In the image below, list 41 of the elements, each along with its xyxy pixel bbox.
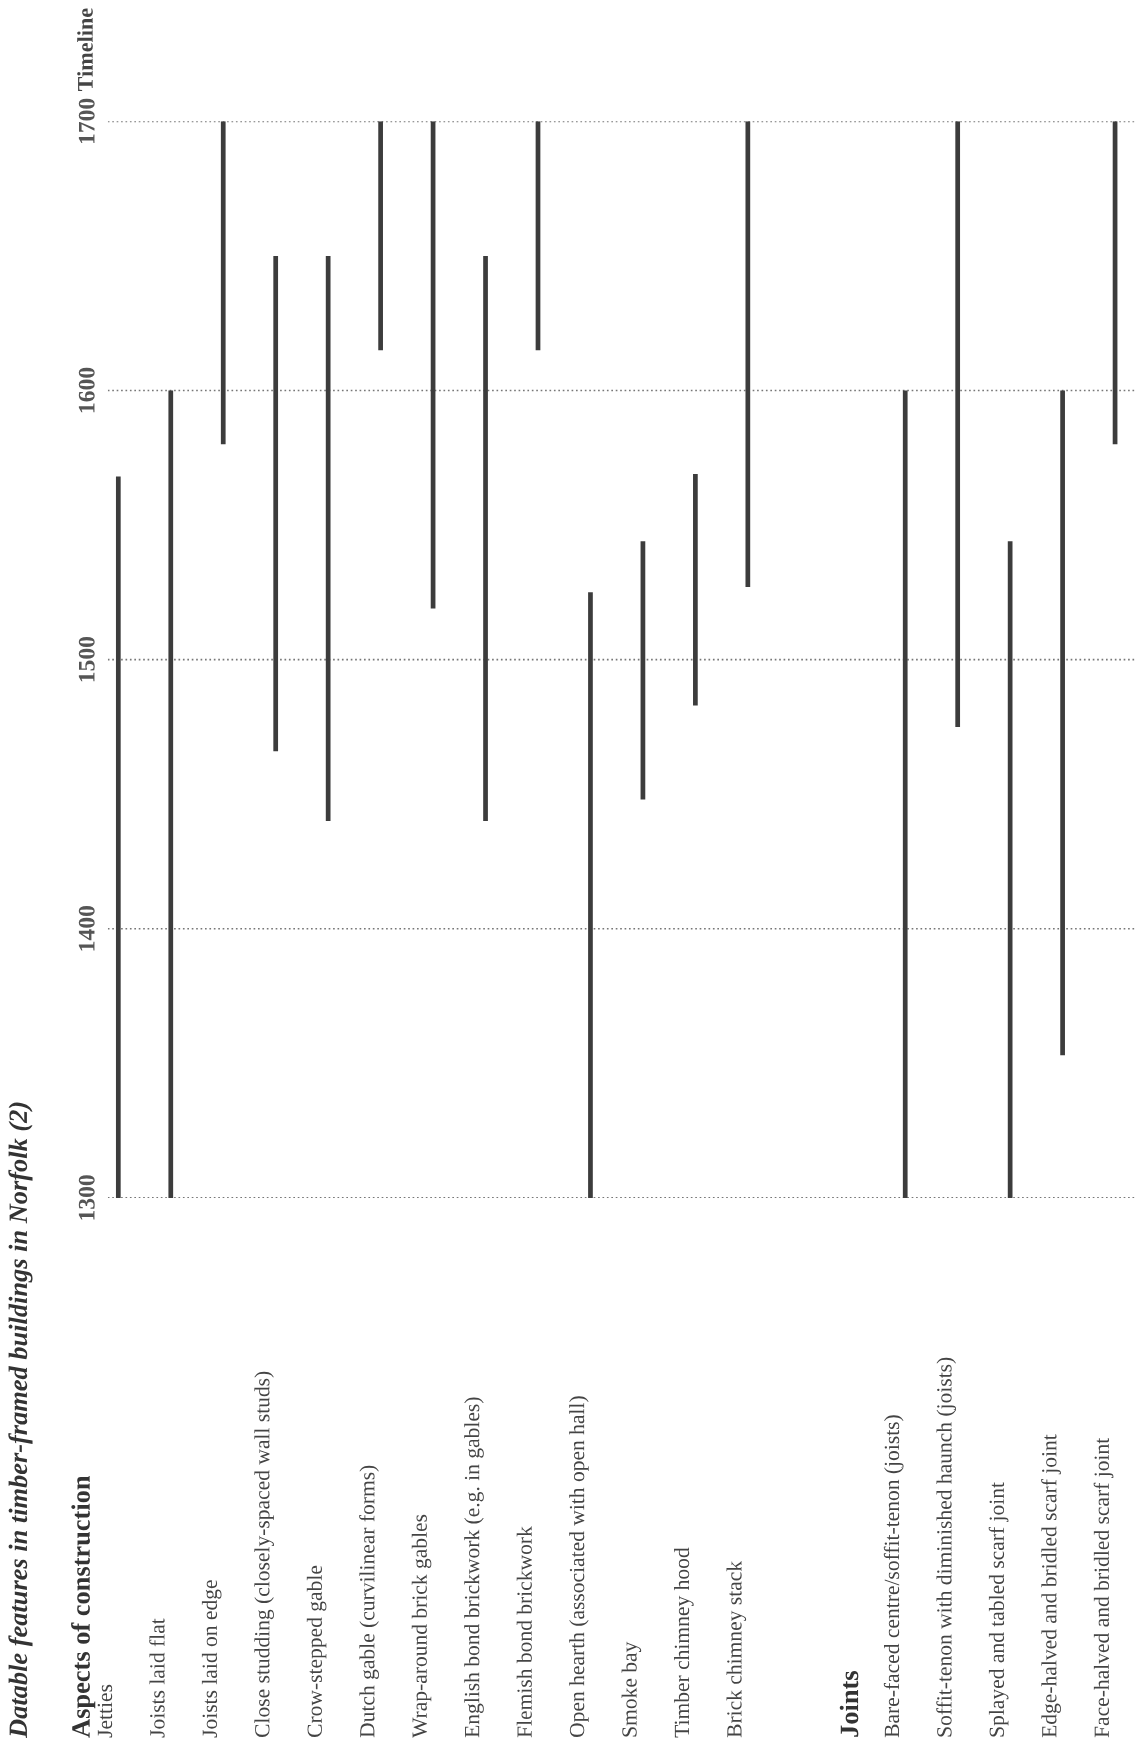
- y-tick-label: 1500: [78, 636, 95, 682]
- bar: [115, 476, 121, 1198]
- bar: [955, 121, 961, 727]
- x-tick-label: Smoke bay: [621, 1641, 642, 1737]
- bar: [273, 255, 279, 752]
- x-tick-label: Flemish bond brickwork: [516, 1526, 532, 1738]
- bar: [168, 390, 174, 1198]
- bar: [902, 390, 908, 1198]
- bar: [588, 592, 593, 1198]
- bar: [1060, 390, 1065, 1056]
- x-tick-label: Splayed and tabled scarf joint: [988, 1482, 1009, 1737]
- x-tick-label: Face-halved and bridled scarf joint: [1093, 1437, 1114, 1738]
- x-tick-label: Timber chimney hood: [674, 1547, 694, 1738]
- y-axis-title: Timeline: [77, 8, 93, 92]
- bar: [378, 121, 383, 351]
- x-tick-label: Bare-faced centre/soffit-tenon (joists): [883, 1415, 904, 1738]
- x-tick-label: Edge-halved and bridled scarf joint: [1041, 1434, 1061, 1738]
- x-tick-label: Close studding (closely-spaced wall studs): [254, 1371, 274, 1738]
- y-tick-label: 1400: [78, 906, 95, 951]
- text: Joints: [839, 1671, 859, 1737]
- x-tick-label: Soffit-tenon with diminished haunch (joists): [936, 1357, 957, 1737]
- y-tick-label: 1600: [78, 367, 95, 413]
- x-tick-label: Brick chimney stack: [726, 1560, 747, 1738]
- text: Aspects of construction: [71, 1475, 96, 1738]
- x-tick-label: Jetties: [97, 1684, 113, 1738]
- bar: [693, 473, 698, 706]
- x-tick-label: Joists laid on edge: [201, 1580, 222, 1738]
- bar: [483, 255, 488, 822]
- x-tick-label: Joists laid flat: [149, 1618, 165, 1738]
- x-tick-label: Wrap-around brick gables: [411, 1514, 432, 1738]
- y-tick-label: 1300: [78, 1175, 95, 1220]
- bar: [325, 255, 331, 822]
- bar: [745, 121, 751, 587]
- bar: [220, 121, 226, 445]
- bar: [1007, 541, 1013, 1198]
- x-tick-label: Crow-stepped gable: [306, 1565, 327, 1738]
- y-tick-label: 1700: [78, 98, 95, 144]
- x-tick-label: Open hearth (associated with open hall): [569, 1396, 589, 1738]
- x-tick-label: English bond brickwork (e.g. in gables): [464, 1397, 484, 1738]
- text: Datable features in timber-framed buildings in Norfolk (2): [8, 1102, 33, 1739]
- x-tick-label: Dutch gable (curvilinear forms): [359, 1465, 379, 1738]
